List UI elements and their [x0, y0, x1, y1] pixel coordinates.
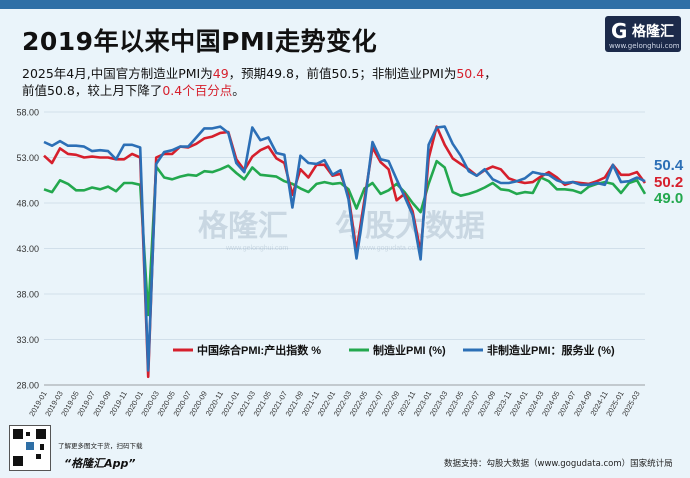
- logo-text: 格隆汇: [632, 24, 674, 40]
- legend-label-manufacturing: 制造业PMI (%): [373, 343, 446, 357]
- legend-label-non-manufacturing: 非制造业PMI：服务业 (%): [487, 343, 615, 357]
- y-tick-label: 53.00: [16, 153, 39, 163]
- app-name: “格隆汇App”: [64, 457, 136, 470]
- qr-code: [9, 425, 51, 471]
- y-tick-label: 28.00: [16, 381, 39, 391]
- watermark-left: 格隆汇: [198, 210, 288, 243]
- top-bar: [0, 0, 690, 9]
- end-labels: 50.450.249.0: [654, 157, 684, 207]
- qr-note: 了解更多图文干货，扫码下载: [58, 442, 143, 450]
- watermark-right-url: www.gogudata.com: [359, 245, 421, 252]
- series-lines: [43, 125, 647, 379]
- y-tick-label: 43.00: [16, 244, 39, 254]
- legend: 中国综合PMI:产出指数 % 制造业PMI (%) 非制造业PMI：服务业 (%…: [173, 343, 615, 357]
- watermark-left-url: www.gelonghui.com: [225, 245, 288, 252]
- series-line-non_manufacturing: [43, 125, 646, 372]
- logo-url: www.gelonghui.com: [609, 42, 680, 50]
- y-tick-label: 38.00: [16, 290, 39, 300]
- y-tick-label: 58.00: [16, 108, 39, 118]
- x-axis-ticks: 2019-012019-032019-052019-072019-092019-…: [27, 390, 642, 418]
- logo-glyph: G: [611, 19, 628, 43]
- summary-text: ，: [484, 66, 497, 81]
- y-axis-ticks: 28.00 33.00 38.00 43.00 48.00 53.00 58.00: [16, 108, 39, 391]
- summary-text: 。: [232, 83, 245, 98]
- y-tick-label: 33.00: [16, 335, 39, 345]
- y-tick-label: 48.00: [16, 199, 39, 209]
- summary-value: 49: [212, 66, 229, 81]
- summary-text: 前值50.8，较上月下降了: [22, 83, 163, 98]
- data-source: 数据支持：勾股大数据（www.gogudata.com）国家统计局: [444, 459, 673, 469]
- brand-logo: G 格隆汇 www.gelonghui.com: [605, 16, 681, 52]
- end-label: 49.0: [654, 190, 683, 207]
- summary-text: 2025年4月,中国官方制造业PMI为: [22, 66, 213, 81]
- legend-label-composite: 中国综合PMI:产出指数 %: [197, 343, 321, 357]
- summary-value: 0.4个百分点: [162, 83, 233, 98]
- page-title: 2019年以来中国PMI走势变化: [22, 27, 378, 56]
- end-label: 50.2: [654, 174, 683, 191]
- summary-line-2: 前值50.8，较上月下降了0.4个百分点。: [22, 80, 245, 99]
- end-label: 50.4: [654, 157, 684, 174]
- summary-line-1: 2025年4月,中国官方制造业PMI为49，预期49.8，前值50.5；非制造业…: [22, 63, 497, 82]
- summary-text: ，预期49.8，前值50.5；非制造业PMI为: [228, 66, 457, 81]
- summary-value: 50.4: [456, 66, 485, 81]
- watermark: 格隆汇 www.gelonghui.com 勾股大数据 www.gogudata…: [198, 210, 485, 252]
